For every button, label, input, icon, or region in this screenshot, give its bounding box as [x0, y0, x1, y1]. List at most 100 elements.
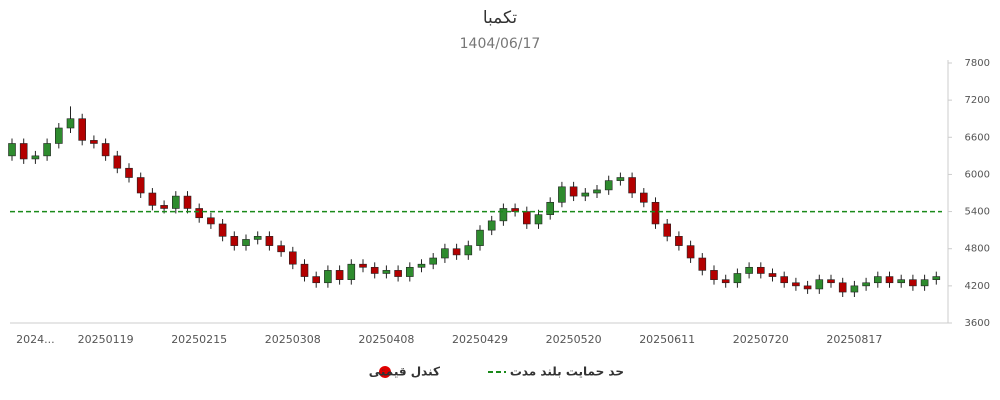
x-tick-label: 20250611 — [639, 333, 695, 346]
candle-body — [8, 143, 16, 157]
candle-body — [300, 263, 309, 277]
candle-body — [569, 186, 578, 197]
candle-body — [534, 214, 543, 225]
candle-body — [452, 248, 461, 256]
candle-body — [932, 276, 941, 280]
x-tick-label: 20250720 — [733, 333, 789, 346]
candle-body — [546, 201, 555, 215]
candle-body — [312, 276, 321, 284]
candle-body — [218, 223, 227, 237]
candle-body — [616, 177, 625, 181]
legend-label[interactable]: حد حمایت بلند مدت — [510, 365, 624, 379]
candle-body — [101, 143, 110, 157]
candle-body — [382, 270, 391, 274]
candle-body — [487, 220, 496, 231]
x-tick-label: 2024... — [16, 333, 54, 346]
candle-body — [873, 276, 882, 284]
candle-body — [815, 279, 824, 290]
candle-body — [253, 236, 262, 240]
candle-body — [195, 208, 203, 219]
x-tick-label: 20250520 — [546, 333, 602, 346]
x-tick-label: 20250119 — [78, 333, 134, 346]
legend-marker — [379, 366, 391, 378]
candle-body — [370, 266, 379, 274]
chart-title: تکمبا — [483, 8, 518, 28]
candle-body — [803, 285, 812, 290]
candle-body — [897, 279, 906, 284]
candle-body — [827, 279, 835, 284]
candle-body — [628, 177, 636, 194]
candle-body — [19, 143, 28, 160]
candle-body — [768, 273, 777, 277]
candle-body — [441, 248, 449, 259]
x-tick-label: 20250215 — [171, 333, 227, 346]
candle-body — [265, 236, 274, 246]
candle-body — [113, 155, 122, 169]
candle-body — [686, 245, 695, 259]
candle-body — [464, 245, 473, 256]
candle-body — [909, 279, 917, 287]
candle-body — [288, 251, 297, 265]
y-tick-label: 6600 — [965, 132, 990, 143]
chart-subtitle: 1404/06/17 — [460, 36, 541, 52]
candle-body — [136, 177, 145, 194]
candle-body — [183, 195, 192, 209]
candle-body — [66, 118, 75, 129]
candle-body — [429, 257, 438, 265]
candle-body — [476, 229, 484, 246]
candle-body — [405, 266, 414, 277]
candle-body — [558, 186, 566, 203]
y-tick-label: 6000 — [965, 169, 990, 180]
candle-body — [172, 195, 180, 209]
candle-body — [277, 245, 285, 253]
candle-body — [663, 223, 672, 237]
candle-body — [675, 236, 683, 246]
candle-body — [745, 266, 753, 274]
candle-body — [54, 127, 63, 144]
candle-body — [394, 270, 402, 277]
candle-body — [499, 208, 508, 222]
x-tick-label: 20250429 — [452, 333, 508, 346]
y-tick-label: 4200 — [965, 281, 990, 292]
candle-body — [710, 270, 718, 280]
candle-body — [90, 140, 98, 144]
candle-body — [920, 279, 929, 287]
candle-body — [792, 282, 800, 287]
candle-body — [698, 257, 707, 271]
candle-body — [43, 143, 51, 157]
candle-body — [733, 273, 742, 284]
candle-body — [242, 239, 250, 246]
x-tick-label: 20250308 — [265, 333, 321, 346]
candle-body — [31, 155, 40, 160]
y-tick-label: 7800 — [965, 58, 990, 69]
y-tick-label: 5400 — [965, 207, 990, 218]
candle-body — [230, 236, 239, 246]
candle-body — [581, 192, 590, 197]
candle-body — [604, 180, 613, 191]
candle-body — [148, 192, 157, 206]
x-tick-label: 20250817 — [826, 333, 882, 346]
candle-body — [756, 266, 765, 274]
candle-body — [78, 118, 86, 141]
candle-body — [780, 276, 789, 284]
y-tick-label: 7200 — [965, 95, 990, 106]
candle-body — [721, 279, 730, 284]
candle-body — [639, 192, 648, 203]
candle-body — [347, 263, 356, 280]
candle-body — [593, 189, 601, 194]
candle-body — [838, 282, 847, 293]
candle-body — [651, 201, 660, 225]
candle-body — [125, 167, 133, 178]
x-tick-label: 20250408 — [358, 333, 414, 346]
candle-body — [359, 263, 367, 268]
candle-body — [335, 270, 344, 280]
candle-body — [417, 263, 426, 268]
legend: حد حمایت بلند مدت کندل قیمتی — [369, 365, 624, 379]
candle-body — [324, 270, 332, 284]
y-tick-label: 4800 — [965, 244, 990, 255]
legend-label[interactable]: کندل قیمتی — [369, 365, 440, 379]
candle-body — [885, 276, 894, 284]
candle-body — [522, 211, 531, 225]
candle-body — [850, 285, 859, 293]
